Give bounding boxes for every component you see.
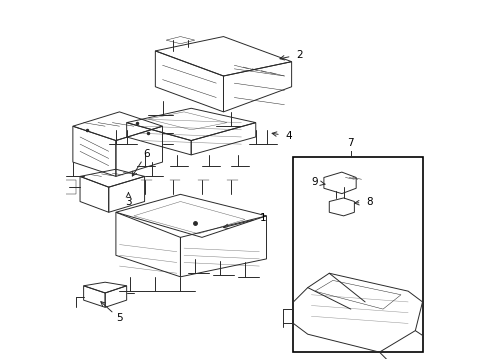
Bar	[294, 157, 422, 352]
Text: 2: 2	[296, 50, 303, 60]
Text: 8: 8	[366, 197, 373, 207]
Text: 7: 7	[347, 139, 354, 148]
Text: 4: 4	[285, 131, 292, 141]
Text: 3: 3	[125, 197, 132, 207]
Text: 9: 9	[311, 177, 318, 187]
Text: 5: 5	[117, 313, 123, 323]
Text: 6: 6	[144, 149, 150, 159]
Text: 1: 1	[260, 213, 267, 223]
